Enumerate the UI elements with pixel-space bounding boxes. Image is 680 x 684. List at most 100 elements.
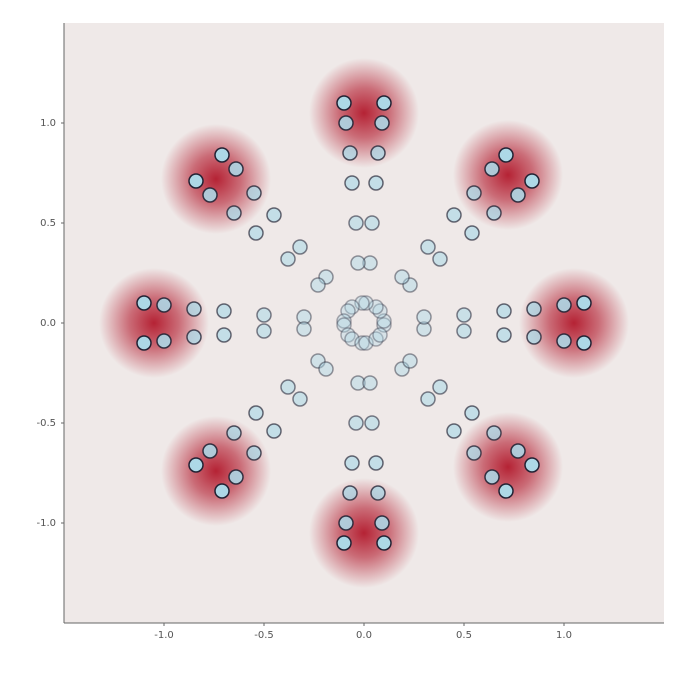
trajectory-point — [358, 335, 374, 351]
trajectory-point — [496, 303, 512, 319]
trajectory-point — [498, 483, 514, 499]
trajectory-point — [246, 185, 262, 201]
density-blob — [519, 268, 629, 378]
y-tick-label: -1.0 — [36, 518, 56, 529]
points-layer — [136, 95, 592, 551]
trajectory-point — [446, 423, 462, 439]
trajectory-point — [358, 295, 374, 311]
trajectory-point — [228, 161, 244, 177]
trajectory-point — [338, 115, 354, 131]
trajectory-point — [256, 323, 272, 339]
trajectory-point — [266, 423, 282, 439]
trajectory-point — [374, 115, 390, 131]
trajectory-point — [484, 161, 500, 177]
trajectory-point — [364, 415, 380, 431]
trajectory-point — [370, 485, 386, 501]
trajectory-point — [136, 335, 152, 351]
trajectory-point — [292, 239, 308, 255]
y-tick-label: 1.0 — [40, 118, 56, 129]
trajectory-point — [228, 469, 244, 485]
trajectory-point — [336, 535, 352, 551]
trajectory-point — [266, 207, 282, 223]
trajectory-point — [372, 303, 388, 319]
trajectory-point — [368, 299, 384, 315]
trajectory-point — [214, 147, 230, 163]
trajectory-point — [186, 301, 202, 317]
trajectory-point — [556, 333, 572, 349]
trajectory-point — [372, 327, 388, 343]
trajectory-point — [318, 269, 334, 285]
trajectory-point — [376, 317, 392, 333]
trajectory-point — [432, 379, 448, 395]
trajectory-point — [186, 329, 202, 345]
trajectory-point — [156, 333, 172, 349]
trajectory-point — [416, 321, 432, 337]
trajectory-point — [338, 515, 354, 531]
trajectory-point — [156, 297, 172, 313]
trajectory-point — [280, 251, 296, 267]
trajectory-point — [368, 175, 384, 191]
trajectory-point — [318, 361, 334, 377]
trajectory-point — [354, 335, 370, 351]
trajectory-point — [342, 145, 358, 161]
density-blob — [309, 478, 419, 588]
trajectory-point — [402, 277, 418, 293]
trajectory-point — [456, 323, 472, 339]
trajectory-point — [336, 317, 352, 333]
trajectory-point — [292, 391, 308, 407]
trajectory-point — [510, 187, 526, 203]
trajectory-point — [188, 173, 204, 189]
y-tick-label: 0.5 — [40, 218, 56, 229]
trajectory-point — [466, 445, 482, 461]
trajectory-point — [296, 309, 312, 325]
trajectory-point — [576, 295, 592, 311]
density-blob — [161, 416, 271, 526]
trajectory-point — [350, 375, 366, 391]
trajectory-point — [368, 455, 384, 471]
trajectory-point — [342, 485, 358, 501]
trajectory-point — [510, 443, 526, 459]
trajectory-point — [498, 147, 514, 163]
trajectory-point — [214, 483, 230, 499]
trajectory-point — [362, 255, 378, 271]
trajectory-point — [368, 331, 384, 347]
trajectory-point — [576, 335, 592, 351]
trajectory-point — [456, 307, 472, 323]
trajectory-point — [526, 329, 542, 345]
trajectory-point — [376, 535, 392, 551]
trajectory-point — [226, 205, 242, 221]
trajectory-point — [296, 321, 312, 337]
trajectory-point — [136, 295, 152, 311]
trajectory-point — [340, 327, 356, 343]
trajectory-point — [362, 375, 378, 391]
y-tick-label: -0.5 — [36, 418, 56, 429]
trajectory-point — [526, 301, 542, 317]
y-tick-label: 0.0 — [40, 318, 56, 329]
trajectory-point — [370, 145, 386, 161]
trajectory-point — [216, 303, 232, 319]
trajectory-point — [348, 415, 364, 431]
trajectory-point — [364, 215, 380, 231]
trajectory-point — [246, 445, 262, 461]
trajectory-point — [256, 307, 272, 323]
trajectory-point — [188, 457, 204, 473]
trajectory-point — [420, 239, 436, 255]
trajectory-point — [496, 327, 512, 343]
trajectory-point — [416, 309, 432, 325]
trajectory-point — [556, 297, 572, 313]
trajectory-point — [348, 215, 364, 231]
density-blob — [453, 412, 563, 522]
trajectory-point — [394, 269, 410, 285]
trajectory-point — [524, 457, 540, 473]
trajectory-point — [376, 95, 392, 111]
trajectory-point — [248, 405, 264, 421]
trajectory-point — [226, 425, 242, 441]
trajectory-point — [524, 173, 540, 189]
trajectory-point — [310, 353, 326, 369]
trajectory-point — [350, 255, 366, 271]
trajectory-point — [376, 313, 392, 329]
trajectory-point — [202, 443, 218, 459]
trajectory-point — [486, 205, 502, 221]
x-tick-label: -1.0 — [154, 630, 174, 641]
